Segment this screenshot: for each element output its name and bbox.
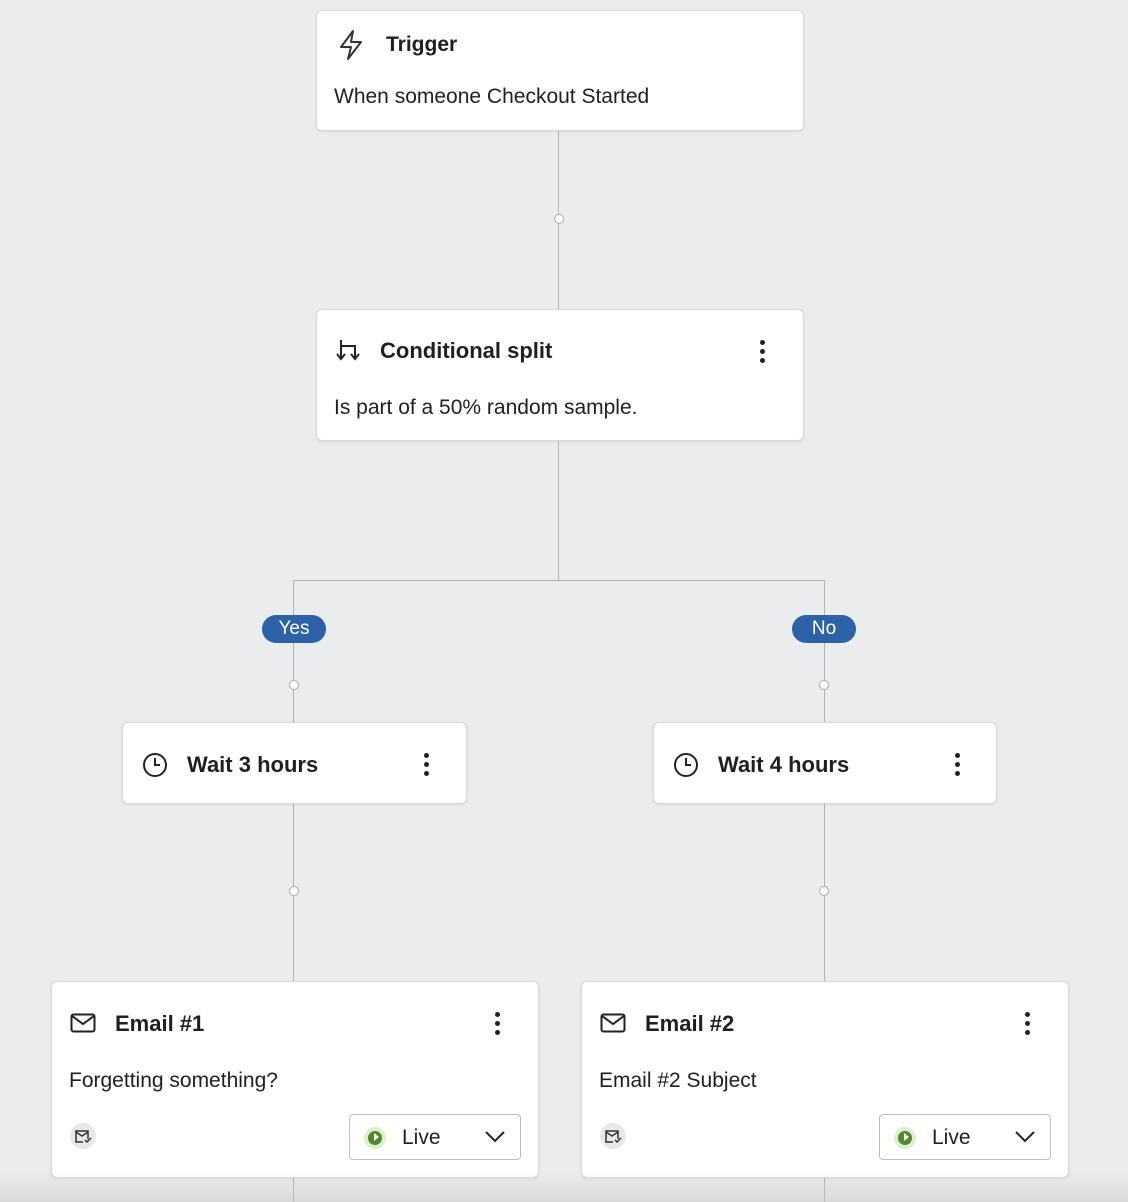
- more-options-icon[interactable]: [495, 1012, 501, 1038]
- status-label: Live: [932, 1126, 971, 1149]
- clock-icon: [674, 753, 698, 777]
- wait-card[interactable]: Wait 4 hours: [653, 722, 997, 804]
- split-description: Is part of a 50% random sample.: [334, 396, 638, 419]
- email-subject: Forgetting something?: [69, 1069, 278, 1092]
- branch-no-badge: No: [792, 615, 856, 643]
- connector: [293, 580, 294, 722]
- trigger-title: Trigger: [386, 33, 458, 56]
- status-label: Live: [402, 1126, 441, 1149]
- split-icon: [336, 340, 360, 361]
- mail-icon: [70, 1013, 96, 1033]
- lightning-icon: [340, 30, 362, 60]
- bottom-shade: [0, 1172, 1128, 1202]
- more-options-icon[interactable]: [1025, 1012, 1031, 1038]
- add-step-node[interactable]: [819, 886, 829, 896]
- clock-icon: [143, 753, 167, 777]
- wait-card[interactable]: Wait 3 hours: [122, 722, 467, 804]
- email-card[interactable]: Email #2 Email #2 Subject Live: [581, 981, 1069, 1178]
- trigger-description: When someone Checkout Started: [334, 85, 650, 108]
- email-card[interactable]: Email #1 Forgetting something? Live: [51, 981, 539, 1178]
- split-title: Conditional split: [380, 338, 553, 363]
- email-title: Email #2: [645, 1011, 735, 1036]
- wait-title: Wait 4 hours: [718, 752, 850, 777]
- add-step-node[interactable]: [289, 886, 299, 896]
- status-dropdown[interactable]: Live: [879, 1114, 1051, 1160]
- add-step-node[interactable]: [819, 680, 829, 690]
- connector: [558, 440, 559, 581]
- add-step-node[interactable]: [554, 214, 564, 224]
- branch-yes-badge: Yes: [262, 615, 326, 643]
- wait-title: Wait 3 hours: [187, 752, 319, 777]
- add-step-node[interactable]: [289, 680, 299, 690]
- mail-check-icon: [70, 1123, 96, 1149]
- mail-icon: [600, 1013, 626, 1033]
- chevron-down-icon: [1015, 1131, 1035, 1143]
- trigger-card[interactable]: Trigger When someone Checkout Started: [316, 10, 804, 131]
- email-title: Email #1: [115, 1011, 205, 1036]
- email-subject: Email #2 Subject: [599, 1069, 757, 1092]
- connector: [294, 580, 825, 581]
- more-options-icon[interactable]: [760, 340, 766, 366]
- more-options-icon[interactable]: [424, 753, 430, 779]
- mail-check-icon: [600, 1123, 626, 1149]
- status-dropdown[interactable]: Live: [349, 1114, 521, 1160]
- more-options-icon[interactable]: [955, 753, 961, 779]
- chevron-down-icon: [485, 1131, 505, 1143]
- conditional-split-card[interactable]: Conditional split Is part of a 50% rando…: [316, 309, 804, 441]
- connector: [824, 580, 825, 722]
